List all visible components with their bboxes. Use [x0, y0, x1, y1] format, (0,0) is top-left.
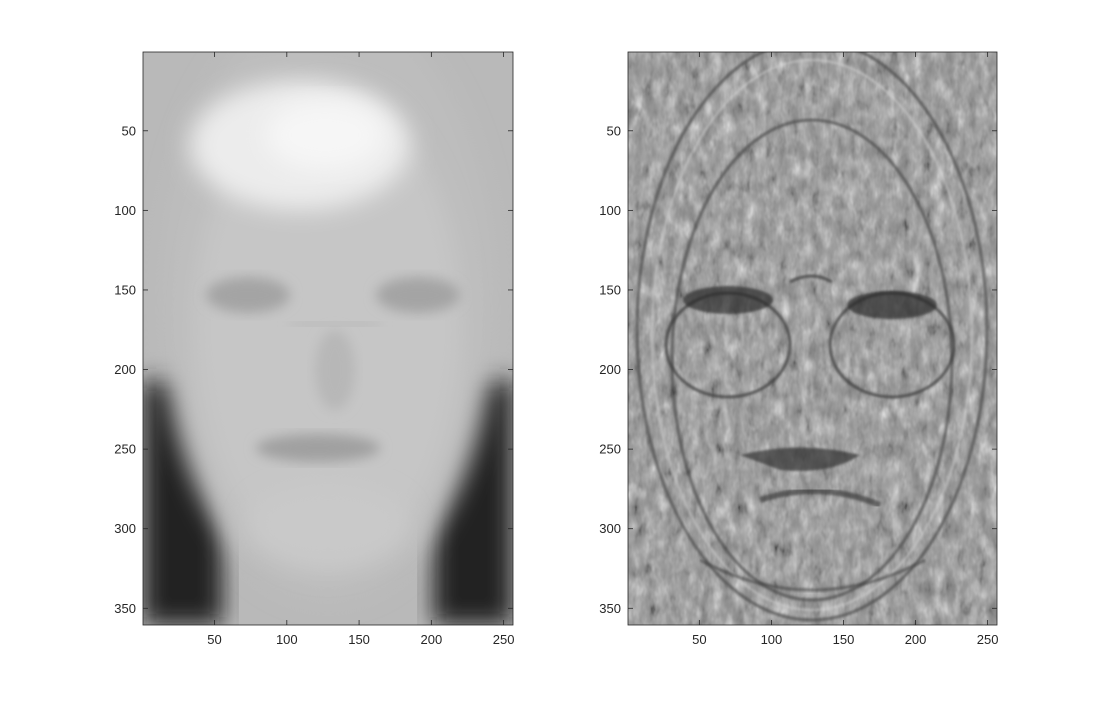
right-ytick-label: 350	[599, 601, 621, 616]
ticks-left: 50 100 150 200 250 50 100 150 200 250 300 350	[114, 52, 514, 647]
right-ytick-label: 200	[599, 362, 621, 377]
left-ytick-label: 350	[114, 601, 136, 616]
right-ytick-label: 150	[599, 282, 621, 297]
axes-left-box	[142, 51, 514, 626]
right-xtick-label: 100	[761, 632, 783, 647]
axes-left: 50 100 150 200 250 50 100 150 200 250 300 350	[114, 51, 514, 647]
left-xtick-label: 200	[420, 632, 442, 647]
right-xtick-label: 150	[833, 632, 855, 647]
left-ytick-label: 300	[114, 521, 136, 536]
left-xtick-label: 100	[276, 632, 298, 647]
left-xtick-label: 50	[207, 632, 221, 647]
left-xtick-label: 250	[493, 632, 515, 647]
ticks-right: 50 100 150 200 250 50 100 150 200 250 300 350	[599, 52, 998, 647]
left-ytick-label: 250	[114, 442, 136, 457]
right-xtick-label: 250	[977, 632, 999, 647]
mean-face-image	[143, 52, 513, 625]
right-ytick-label: 300	[599, 521, 621, 536]
left-xtick-label: 150	[348, 632, 370, 647]
right-xtick-label: 200	[905, 632, 927, 647]
right-ytick-label: 250	[599, 442, 621, 457]
right-xtick-label: 50	[692, 632, 706, 647]
right-ytick-label: 50	[607, 123, 621, 138]
left-ytick-label: 200	[114, 362, 136, 377]
left-ytick-label: 100	[114, 203, 136, 218]
left-ytick-label: 150	[114, 282, 136, 297]
axes-right: 50 100 150 200 250 50 100 150 200 250 300 350	[599, 51, 998, 647]
axes-right-box	[627, 51, 998, 626]
left-ytick-label: 50	[122, 123, 136, 138]
right-ytick-label: 100	[599, 203, 621, 218]
eigenface-image	[628, 52, 997, 625]
